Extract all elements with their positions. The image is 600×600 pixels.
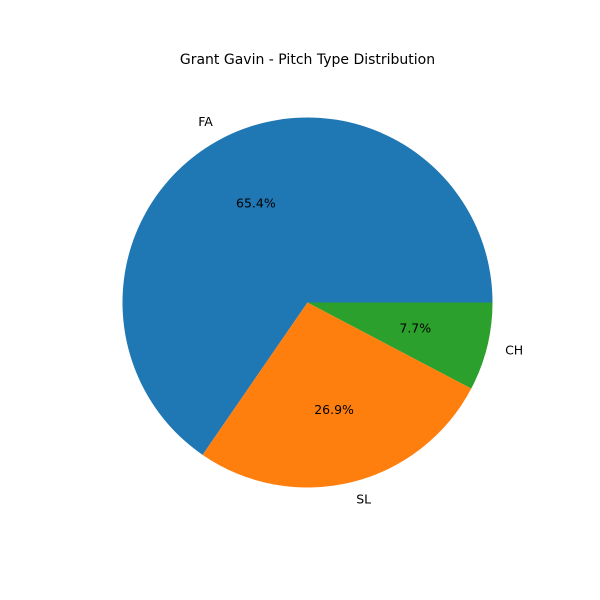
slice-label-ch: CH (505, 343, 523, 358)
chart-title: Grant Gavin - Pitch Type Distribution (180, 52, 435, 68)
slice-label-sl: SL (356, 492, 371, 507)
pie-slices (122, 117, 493, 488)
pie-slice-fa (122, 117, 493, 455)
pie-labels: FA 65.4% SL 26.9% CH 7.7% (198, 114, 523, 507)
slice-percent-fa: 65.4% (236, 196, 276, 211)
pie-slice-ch (307, 302, 493, 389)
pie-slice-sl (202, 302, 472, 488)
slice-percent-sl: 26.9% (314, 402, 354, 417)
slice-label-fa: FA (198, 114, 213, 129)
slice-percent-ch: 7.7% (399, 321, 431, 336)
